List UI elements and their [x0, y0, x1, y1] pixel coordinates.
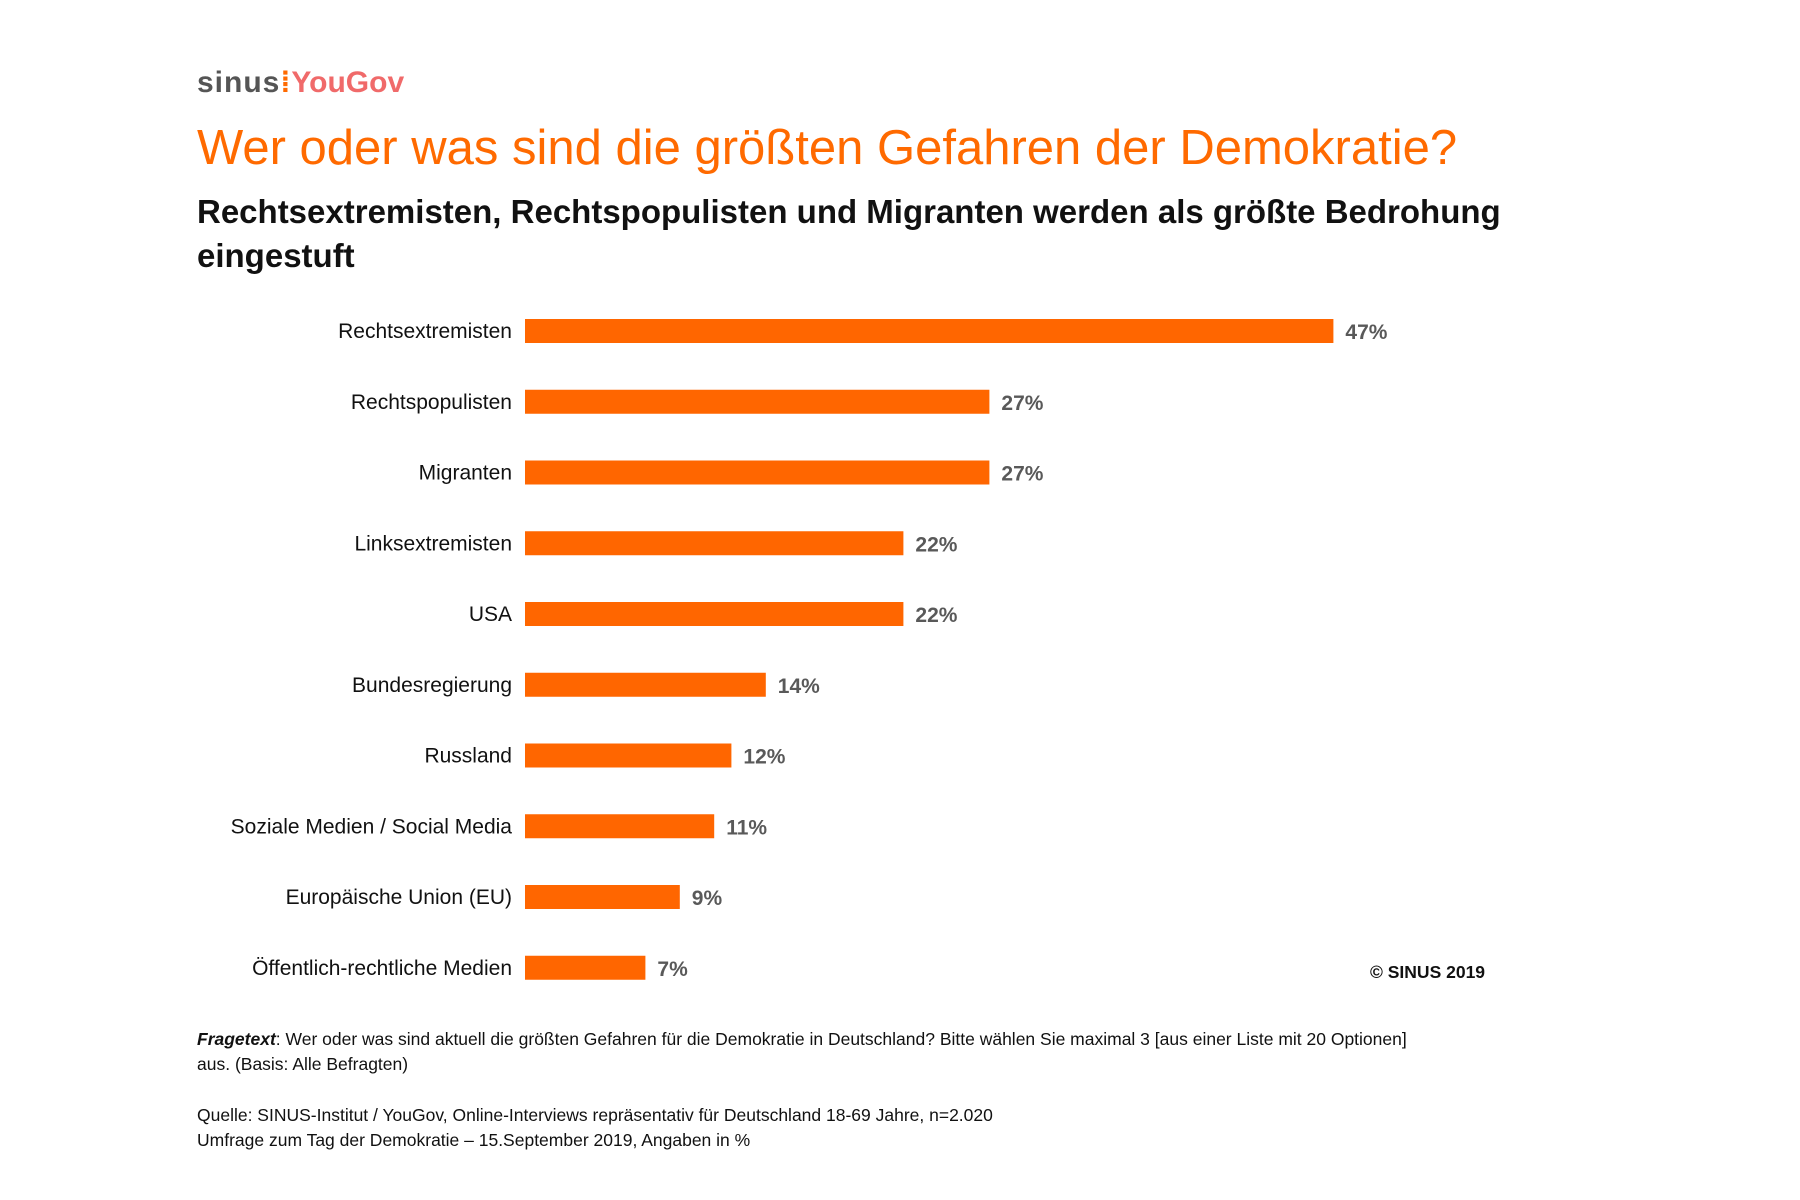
- bar: [525, 885, 680, 909]
- category-label: Europäische Union (EU): [286, 886, 512, 909]
- category-label: Rechtsextremisten: [338, 320, 512, 343]
- logo-sinus: sinus: [197, 66, 281, 99]
- source-line-1: Quelle: SINUS-Institut / YouGov, Online-…: [197, 1105, 993, 1125]
- data-label: 14%: [778, 675, 820, 698]
- bar: [525, 319, 1334, 343]
- bar: [525, 531, 904, 556]
- category-label: Migranten: [419, 462, 512, 485]
- data-label: 11%: [726, 816, 767, 839]
- sinus-yougov-logo: sinus⁞YouGov: [197, 66, 404, 100]
- footnote-text: : Wer oder was sind aktuell die größten …: [197, 1029, 1407, 1074]
- bar: [525, 955, 646, 980]
- bar: [525, 743, 732, 768]
- data-label: 22%: [915, 604, 957, 627]
- footnote-label: Fragetext: [197, 1029, 276, 1049]
- category-label: Öffentlich-rechtliche Medien: [252, 957, 512, 980]
- bar: [525, 389, 990, 414]
- category-label: Russland: [424, 745, 512, 768]
- category-label: Bundesregierung: [352, 674, 512, 697]
- copyright: © SINUS 2019: [1370, 962, 1486, 982]
- data-label: 27%: [1001, 392, 1043, 415]
- bar: [525, 460, 990, 485]
- data-label: 7%: [657, 958, 688, 981]
- logo-yougov: YouGov: [291, 66, 405, 99]
- data-label: 9%: [692, 887, 723, 910]
- data-label: 22%: [915, 533, 957, 556]
- data-label: 47%: [1345, 321, 1387, 344]
- chart-title: Wer oder was sind die größten Gefahren d…: [197, 121, 1458, 175]
- category-label: USA: [469, 603, 512, 626]
- category-label: Rechtspopulisten: [351, 391, 512, 414]
- source-line-2: Umfrage zum Tag der Demokratie – 15.Sept…: [197, 1130, 751, 1150]
- bar: [525, 814, 715, 839]
- footnote: Fragetext: Wer oder was sind aktuell die…: [197, 1027, 1417, 1077]
- category-label: Soziale Medien / Social Media: [231, 815, 513, 838]
- category-label: Linksextremisten: [354, 532, 512, 555]
- bar: [525, 602, 904, 626]
- chart-subtitle: Rechtsextremisten, Rechtspopulisten und …: [197, 193, 1501, 274]
- logo-separator: ⁞: [280, 66, 292, 99]
- data-label: 27%: [1001, 463, 1043, 486]
- source: Quelle: SINUS-Institut / YouGov, Online-…: [197, 1103, 1417, 1153]
- bar: [525, 672, 766, 697]
- data-label: 12%: [743, 746, 785, 769]
